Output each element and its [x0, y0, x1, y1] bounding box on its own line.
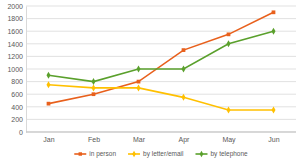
tick-label: 2000 [7, 3, 23, 10]
legend-label: by telephone [210, 150, 248, 158]
axis-line [26, 7, 27, 133]
grid-line [26, 81, 296, 82]
legend-swatch [74, 153, 86, 155]
tick-label: Jan [43, 136, 54, 143]
marker [226, 40, 230, 47]
tick-label: 600 [11, 91, 23, 98]
tick: 200 [11, 116, 26, 123]
grid-line [26, 31, 296, 32]
tick-label: 200 [11, 116, 23, 123]
grid-line [26, 43, 296, 44]
tick: 1400 [7, 41, 26, 48]
tick: Jun [268, 132, 279, 143]
grid-line [26, 132, 296, 133]
tick-label: 1600 [7, 28, 23, 35]
y-axis: 0 200 400 600 800 1000 1200 1400 1600 1800 2000 [7, 3, 26, 136]
tick-label: 1200 [7, 53, 23, 60]
legend-marker [200, 151, 204, 157]
legend-item: by letter/email [128, 150, 184, 158]
series-line [49, 31, 274, 81]
legend-item: in person [74, 150, 116, 158]
marker [271, 106, 275, 113]
tick: 800 [11, 78, 26, 85]
marker [227, 32, 231, 36]
tick-label: 800 [11, 78, 23, 85]
legend-item: by telephone [195, 150, 248, 158]
legend-marker [79, 152, 82, 155]
tick-label: 0 [19, 129, 23, 136]
grid-line [26, 18, 296, 19]
axis-line [26, 132, 296, 133]
marker [271, 28, 275, 35]
tick: 1200 [7, 53, 26, 60]
grid-line [26, 6, 296, 7]
grid-line [26, 119, 296, 120]
marker [91, 78, 95, 85]
grid [26, 6, 296, 132]
series-line [49, 85, 274, 110]
marker [46, 72, 50, 79]
tick-label: 1400 [7, 41, 23, 48]
marker [226, 106, 230, 113]
x-axis: Jan Feb Mar Apr May Jun [26, 132, 296, 144]
marker [136, 66, 140, 73]
legend-marker [132, 151, 136, 157]
marker [182, 48, 186, 52]
marker [92, 92, 96, 96]
legend-label: by letter/email [143, 150, 184, 158]
tick: 600 [11, 91, 26, 98]
tick: 400 [11, 104, 26, 111]
tick-label: Apr [179, 136, 191, 144]
tick-label: Feb [88, 136, 100, 143]
tick: 2000 [7, 3, 26, 10]
tick: Mar [133, 132, 146, 143]
tick-label: 400 [11, 104, 23, 111]
tick: Apr [179, 132, 191, 144]
marker [91, 84, 95, 91]
tick: Feb [88, 132, 100, 143]
tick-label: May [222, 136, 236, 144]
plot-area [46, 10, 275, 113]
marker [137, 80, 141, 84]
marker [272, 10, 276, 14]
grid-line [26, 94, 296, 95]
grid-line [26, 106, 296, 107]
marker [47, 102, 51, 106]
tick: 1800 [7, 15, 26, 22]
tick-label: 1000 [7, 66, 23, 73]
marker [136, 84, 140, 91]
tick: May [222, 132, 236, 144]
legend: in person by letter/email by telephone [74, 150, 248, 158]
tick-label: Mar [133, 136, 146, 143]
chart: 0 200 400 600 800 1000 1200 1400 1600 1800 2000 Jan… [0, 0, 300, 159]
tick: Jan [43, 132, 54, 143]
marker [46, 81, 50, 88]
marker [181, 94, 185, 101]
legend-label: in person [89, 150, 116, 158]
tick: 0 [19, 129, 26, 136]
grid-line [26, 56, 296, 57]
tick: 1000 [7, 66, 26, 73]
tick-label: 1800 [7, 15, 23, 22]
marker [181, 66, 185, 73]
series-line [49, 12, 274, 103]
tick-label: Jun [268, 136, 279, 143]
tick: 1600 [7, 28, 26, 35]
